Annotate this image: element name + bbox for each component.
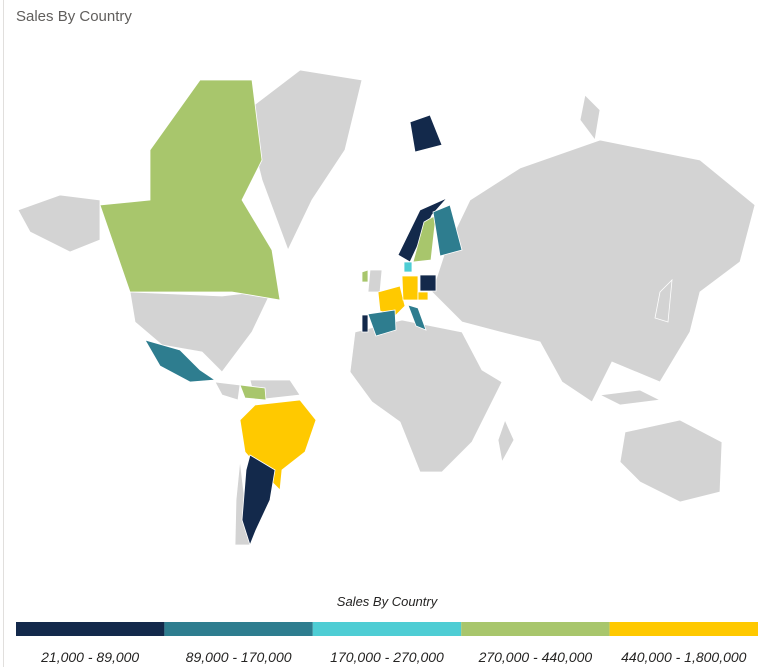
region [409, 114, 443, 153]
land [431, 139, 756, 403]
region [144, 339, 217, 383]
region [361, 269, 369, 283]
land [367, 269, 383, 293]
legend: 21,000 - 89,000 89,000 - 170,000 170,000 -… [16, 622, 758, 665]
land [654, 278, 673, 323]
legend-label: 89,000 - 170,000 [186, 649, 292, 665]
region [432, 204, 463, 257]
legend-swatch [164, 622, 313, 636]
legend-label: 270,000 - 440,000 [478, 649, 593, 665]
land [349, 319, 503, 473]
region [417, 291, 429, 301]
region [377, 285, 406, 317]
region [241, 454, 276, 547]
region [403, 261, 413, 273]
land [17, 194, 101, 253]
region [401, 275, 419, 301]
land [497, 418, 515, 464]
legend-swatch [16, 622, 165, 636]
land [129, 289, 273, 373]
map-title: Sales By Country [16, 8, 132, 25]
legend-swatch [461, 622, 610, 636]
land [619, 419, 723, 503]
region [367, 309, 397, 337]
legend-label: 440,000 - 1,800,000 [621, 649, 747, 665]
region [361, 314, 369, 333]
region [239, 384, 267, 401]
land [244, 69, 363, 252]
world-map [17, 69, 756, 547]
land [214, 381, 241, 401]
land [579, 94, 601, 141]
legend-swatch [609, 622, 758, 636]
legend-swatch [312, 622, 462, 636]
land [598, 389, 662, 406]
legend-title: Sales By Country [337, 594, 439, 609]
legend-label: 170,000 - 270,000 [330, 649, 444, 665]
region [99, 79, 281, 301]
region [419, 274, 437, 292]
legend-label: 21,000 - 89,000 [40, 649, 139, 665]
region [407, 304, 427, 331]
